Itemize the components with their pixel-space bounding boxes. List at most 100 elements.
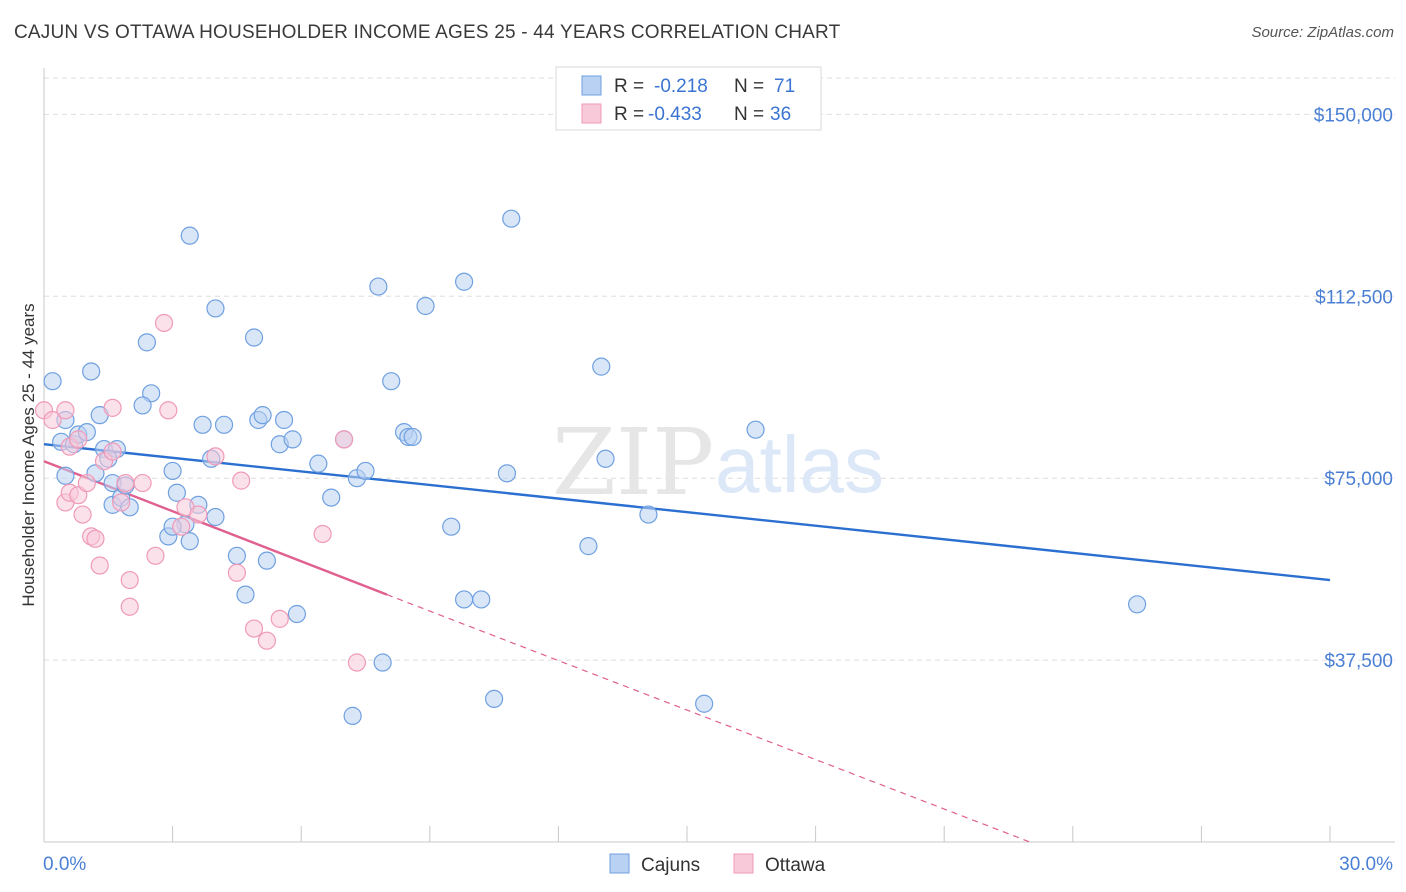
gridlines xyxy=(44,77,1395,661)
point-ottawa-29 xyxy=(244,619,264,638)
point-cajuns-28 xyxy=(236,585,255,604)
point-ottawa-34 xyxy=(347,653,367,672)
point-cajuns-65 xyxy=(343,706,362,725)
trend-lines xyxy=(43,443,1331,843)
chart-title: CAJUN VS OTTAWA HOUSEHOLDER INCOME AGES … xyxy=(14,22,841,43)
point-cajuns-56 xyxy=(639,505,658,524)
point-ottawa-35 xyxy=(56,401,75,420)
point-cajuns-26 xyxy=(214,415,234,434)
trend-line-ottawa xyxy=(43,460,388,596)
point-ottawa-21 xyxy=(154,313,174,333)
y-tick-label-0: $150,000 xyxy=(1314,105,1393,126)
legend-swatch-ottawa xyxy=(733,853,754,874)
stats-legend: R = -0.218 N = 71 R = -0.433 N = 36 xyxy=(555,66,822,131)
watermark-atlas: atlas xyxy=(715,420,884,509)
point-ottawa-8 xyxy=(77,473,96,493)
stats-swatch-cajuns xyxy=(581,75,602,96)
point-ottawa-3 xyxy=(69,430,88,449)
point-ottawa-1 xyxy=(43,410,62,430)
point-cajuns-31 xyxy=(253,406,272,425)
point-ottawa-17 xyxy=(120,570,139,590)
point-cajuns-69 xyxy=(133,396,152,415)
point-ottawa-14 xyxy=(103,442,122,461)
point-cajuns-66 xyxy=(373,653,392,672)
point-cajuns-67 xyxy=(454,272,474,291)
trend-line-ext-ottawa xyxy=(386,594,1031,843)
point-ottawa-15 xyxy=(112,493,131,512)
point-ottawa-33 xyxy=(334,430,354,449)
point-ottawa-27 xyxy=(227,563,246,582)
point-cajuns-36 xyxy=(309,454,328,473)
stats-n-ottawa: 36 xyxy=(770,104,791,125)
point-cajuns-53 xyxy=(579,537,598,556)
point-cajuns-51 xyxy=(497,464,517,483)
source-credit: Source: ZipAtlas.com xyxy=(1251,24,1394,41)
point-cajuns-49 xyxy=(472,590,491,609)
watermark: ZIP atlas xyxy=(552,409,884,516)
point-ottawa-31 xyxy=(270,609,289,628)
stats-r-label-cajuns: R = xyxy=(614,76,644,97)
point-cajuns-47 xyxy=(442,517,461,536)
point-ottawa-7 xyxy=(73,505,92,524)
point-cajuns-21 xyxy=(180,532,199,551)
point-cajuns-48 xyxy=(454,590,474,609)
point-ottawa-10 xyxy=(86,529,105,548)
point-ottawa-32 xyxy=(313,524,332,544)
point-cajuns-58 xyxy=(746,420,765,439)
point-cajuns-34 xyxy=(283,430,302,449)
point-cajuns-29 xyxy=(244,328,264,347)
point-cajuns-52 xyxy=(502,209,521,228)
point-cajuns-42 xyxy=(382,372,401,391)
stats-n-label-ottawa: N = xyxy=(734,104,764,125)
stats-swatch-ottawa xyxy=(581,103,602,124)
trend-line-cajuns xyxy=(43,443,1331,582)
point-cajuns-45 xyxy=(403,427,422,447)
y-tick-labels: $150,000 $112,500 $75,000 $37,500 xyxy=(1314,105,1393,672)
point-cajuns-6 xyxy=(56,466,75,485)
point-cajuns-19 xyxy=(167,483,186,502)
data-points xyxy=(34,209,1147,725)
point-cajuns-37 xyxy=(322,488,341,507)
y-tick-label-1: $112,500 xyxy=(1315,287,1393,308)
point-cajuns-46 xyxy=(416,296,435,316)
point-cajuns-60 xyxy=(180,226,199,245)
point-cajuns-61 xyxy=(206,299,225,318)
stats-r-ottawa: -0.433 xyxy=(648,104,702,125)
point-cajuns-64 xyxy=(257,551,277,570)
legend-swatch-cajuns xyxy=(609,853,630,874)
y-tick-label-3: $37,500 xyxy=(1324,651,1393,672)
legend-label-ottawa: Ottawa xyxy=(765,855,826,876)
point-cajuns-40 xyxy=(356,461,375,481)
stats-r-label-ottawa: R = xyxy=(614,104,644,125)
point-cajuns-0 xyxy=(43,372,62,391)
point-cajuns-50 xyxy=(485,689,504,709)
stats-r-cajuns: -0.218 xyxy=(654,76,708,97)
point-ottawa-18 xyxy=(120,597,139,616)
point-ottawa-13 xyxy=(103,398,122,417)
point-cajuns-54 xyxy=(592,357,611,376)
point-ottawa-30 xyxy=(257,631,277,650)
point-cajuns-59 xyxy=(1127,595,1147,614)
point-ottawa-20 xyxy=(146,546,165,565)
point-ottawa-26 xyxy=(206,447,225,466)
point-cajuns-18 xyxy=(163,461,182,481)
point-ottawa-16 xyxy=(116,473,135,493)
x-tick-label-right: 30.0% xyxy=(1339,854,1393,875)
point-cajuns-17 xyxy=(137,333,156,352)
x-tick-label-left: 0.0% xyxy=(43,854,86,875)
y-axis-label: Householder Income Ages 25 - 44 years xyxy=(19,303,38,606)
point-cajuns-23 xyxy=(193,415,212,434)
point-ottawa-22 xyxy=(159,401,178,420)
point-ottawa-25 xyxy=(189,505,208,524)
legend-label-cajuns: Cajuns xyxy=(641,855,700,876)
point-cajuns-35 xyxy=(287,604,307,624)
stats-n-cajuns: 71 xyxy=(774,76,795,97)
watermark-zip: ZIP xyxy=(552,409,714,516)
point-cajuns-27 xyxy=(227,546,246,565)
axes xyxy=(43,68,1395,843)
stats-n-label-cajuns: N = xyxy=(734,76,764,97)
series-legend: Cajuns Ottawa xyxy=(609,853,826,876)
point-ottawa-19 xyxy=(133,473,152,493)
point-cajuns-55 xyxy=(596,449,615,468)
